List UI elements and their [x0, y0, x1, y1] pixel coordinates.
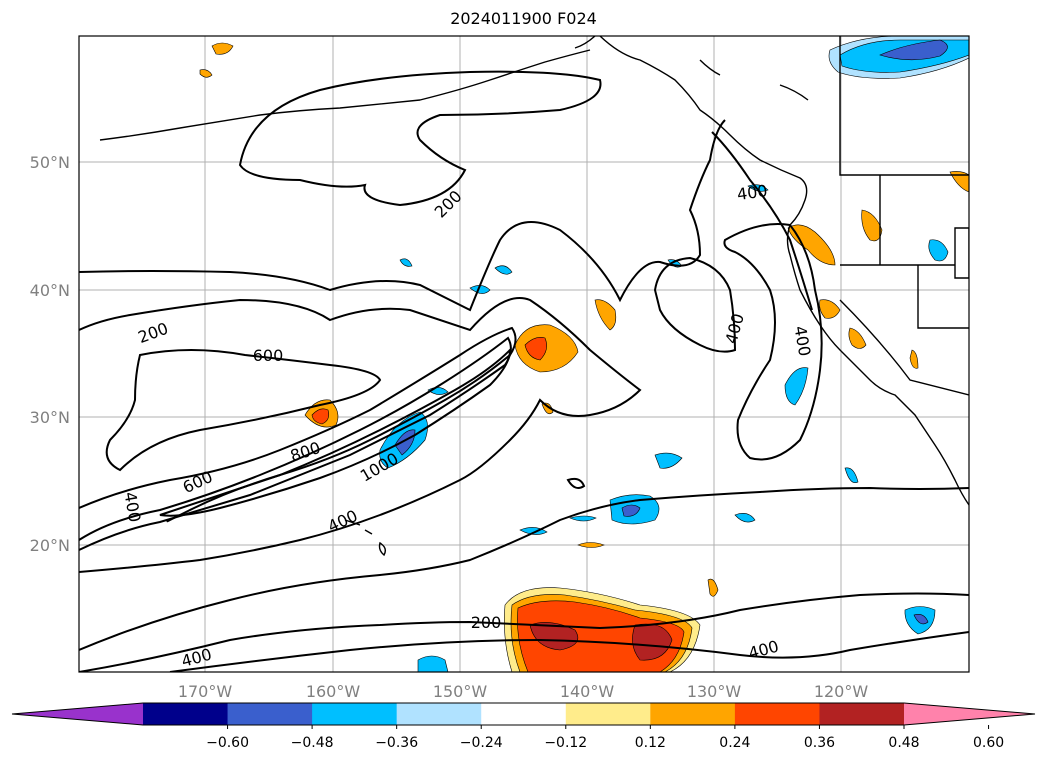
colorbar-extend-max [904, 703, 1035, 725]
lat-label: 50°N [30, 153, 70, 172]
colorbar-segment [143, 703, 229, 725]
coastlines [99, 36, 969, 557]
colorbar-tick-label: 0.48 [888, 735, 919, 751]
colorbar-segment [227, 703, 313, 725]
fill-negative-14 [844, 467, 859, 483]
contour-400-coast [711, 131, 813, 311]
colorbar-tick-label: 0.60 [973, 735, 1004, 751]
longitude-labels: 170°W 160°W 150°W 140°W 130°W 120°W [178, 682, 869, 701]
positive-anomaly-fills [199, 42, 969, 672]
negative-anomaly-fills [379, 36, 969, 672]
contour-200-north [238, 70, 602, 207]
fill-positive-small-6 [909, 349, 919, 369]
fill-positive-coast-1 [787, 224, 836, 266]
height-contours [79, 70, 969, 672]
colorbar-tick-label: −0.12 [544, 735, 587, 751]
map-frame [78, 35, 970, 673]
fill-negative-12 [494, 265, 513, 275]
colorbar-segment [312, 703, 398, 725]
contour-label: 400 [736, 181, 769, 204]
fill-negative-9 [734, 513, 756, 523]
colorbar-tick-label: −0.48 [291, 735, 334, 751]
fill-negative-1b [394, 429, 416, 456]
contour-label: 600 [253, 346, 284, 365]
contour-600 [105, 349, 382, 472]
contour-small [566, 477, 586, 489]
fill-negative-2b [621, 504, 641, 517]
colorbar-tick-label: −0.60 [206, 735, 249, 751]
fill-positive-small-2 [199, 69, 213, 78]
contour-400-west [79, 297, 642, 573]
fill-negative-6 [928, 239, 949, 262]
fill-positive-small-3 [707, 578, 719, 597]
fill-negative-4b [913, 614, 929, 625]
contour-label: 200 [471, 613, 502, 632]
colorbar-tick-label: −0.36 [375, 735, 418, 751]
colorbar: −0.60 −0.48 −0.36 −0.24 −0.12 0.12 0.24 0.36 0.4… [11, 702, 1036, 751]
fill-positive-small-4 [577, 542, 605, 548]
fill-positive-coast-3 [819, 299, 841, 319]
contour-400-south [79, 486, 969, 651]
colorbar-tick-label: −0.24 [460, 735, 503, 751]
fill-positive-south-4 [529, 622, 579, 651]
lat-label: 30°N [30, 408, 70, 427]
colorbar-segment [481, 703, 567, 725]
colorbar-tick-label: 0.12 [635, 735, 666, 751]
colorbar-segment [650, 703, 736, 725]
contour-400-bottom [169, 631, 969, 672]
latitude-labels: 50°N 40°N 30°N 20°N [30, 153, 70, 555]
contour-200-west [79, 119, 726, 312]
fill-negative-3 [784, 367, 809, 406]
lon-label: 160°W [306, 682, 361, 701]
fill-negative-8 [569, 515, 597, 522]
colorbar-outline [11, 702, 1036, 726]
lat-label: 20°N [30, 536, 70, 555]
fill-negative-17 [399, 258, 413, 267]
colorbar-tick-label: 0.36 [804, 735, 835, 751]
map-title: 2024011900 F024 [450, 9, 597, 28]
fill-positive-west-2 [311, 408, 330, 425]
fill-positive-central-2 [524, 337, 547, 361]
fill-negative-north-3 [879, 39, 948, 61]
lon-label: 150°W [433, 682, 488, 701]
contour-200-south [79, 592, 969, 672]
colorbar-extend-min [12, 703, 143, 725]
colorbar-segment [734, 703, 820, 725]
fill-positive-coast-2 [861, 209, 883, 242]
fill-negative-7 [654, 452, 683, 469]
fill-positive-small-1 [211, 42, 234, 55]
lon-label: 170°W [178, 682, 233, 701]
contour-400-east [723, 223, 823, 461]
fill-positive-coast-5 [949, 171, 969, 193]
contour-1000 [159, 347, 512, 517]
fill-positive-mid [594, 299, 617, 331]
colorbar-segment [396, 703, 482, 725]
fill-positive-small-5 [541, 402, 554, 415]
colorbar-tick-label: 0.24 [719, 735, 750, 751]
lon-label: 120°W [814, 682, 869, 701]
fill-positive-coast-4 [848, 327, 867, 349]
colorbar-segment [565, 703, 651, 725]
contour-400-east-inner [653, 256, 737, 353]
lat-label: 40°N [30, 281, 70, 300]
lon-label: 140°W [560, 682, 615, 701]
fill-negative-5 [417, 655, 449, 672]
colorbar-segment [819, 703, 905, 725]
lon-label: 130°W [687, 682, 742, 701]
